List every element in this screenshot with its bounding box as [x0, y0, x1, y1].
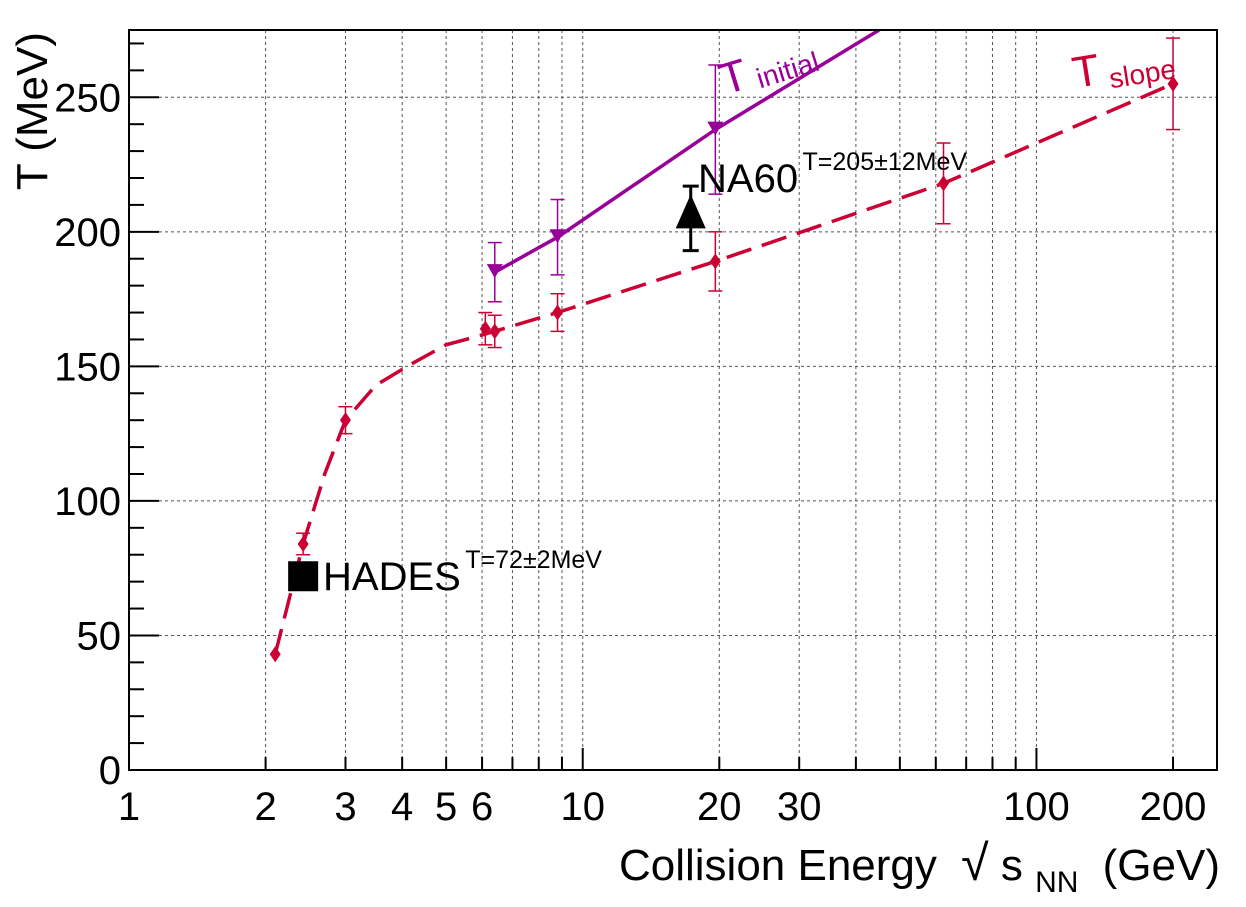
x-tick-label: 4	[391, 785, 413, 829]
x-tick-label: 5	[435, 785, 457, 829]
x-tick-label: 20	[697, 785, 742, 829]
error-bars	[295, 37, 1181, 584]
x-axis-title-main: Collision Energy	[619, 841, 937, 890]
plot-frame	[128, 29, 1218, 771]
data-markers	[269, 75, 1179, 663]
svg-text:Collision Energy √: Collision Energy √ s NN (GeV)	[619, 835, 1220, 902]
x-tick-label: 200	[1140, 785, 1207, 829]
data-point-diamond	[339, 412, 351, 429]
na60-temperature: T=205±12MeV	[803, 148, 968, 176]
y-tick-label: 250	[54, 76, 121, 120]
x-tick-label: 30	[777, 785, 822, 829]
na60-marker	[675, 194, 706, 229]
axis-ticks	[128, 42, 1175, 771]
series-curves	[273, 30, 1174, 655]
x-axis-sqrt-subscript: NN	[1035, 866, 1078, 899]
data-point-diamond	[1167, 75, 1179, 92]
hades-label: HADES T=72±2MeV	[323, 546, 602, 599]
data-point-diamond	[297, 535, 309, 552]
y-tick-label: 150	[54, 345, 121, 389]
grid-lines	[129, 30, 1217, 770]
data-point-triangle-down	[486, 264, 503, 279]
x-axis-sqrt-symbol: √	[961, 835, 989, 891]
x-tick-label: 10	[560, 785, 605, 829]
data-point-diamond	[269, 646, 281, 663]
x-axis-sqrt-variable: s	[1001, 841, 1023, 890]
x-axis-title: Collision Energy √ s NN (GeV)	[619, 835, 1220, 902]
data-point-diamond	[709, 253, 721, 270]
data-point-diamond	[479, 320, 491, 337]
x-axis-unit: (GeV)	[1103, 841, 1220, 890]
t-initial-label: T initial	[714, 29, 823, 105]
y-tick-label: 100	[54, 480, 121, 524]
hades-marker	[288, 561, 319, 592]
data-point-diamond	[938, 175, 950, 192]
data-point-triangle-down	[707, 121, 724, 136]
x-tick-label: 1	[118, 785, 140, 829]
data-point-diamond	[489, 323, 501, 340]
data-point-diamond	[552, 304, 564, 321]
x-tick-label: 3	[334, 785, 356, 829]
na60-label: NA60 T=205±12MeV	[698, 148, 967, 201]
data-point-triangle-down	[549, 229, 566, 244]
x-tick-label: 6	[471, 785, 493, 829]
y-tick-label: 50	[77, 614, 122, 658]
hades-temperature: T=72±2MeV	[465, 546, 602, 574]
series-curve-t-initial	[493, 30, 881, 274]
series-curve-t-slope	[273, 82, 1174, 655]
x-tick-label: 2	[254, 785, 276, 829]
y-tick-label: 200	[54, 211, 121, 255]
x-tick-label: 100	[1003, 785, 1070, 829]
y-axis-title: T (MeV)	[8, 32, 57, 190]
y-tick-label: 0	[99, 749, 121, 793]
tick-labels: 0 50 100 150 200 250 1 2 3 4 5 6 10 20 30 100 200	[54, 76, 1206, 829]
